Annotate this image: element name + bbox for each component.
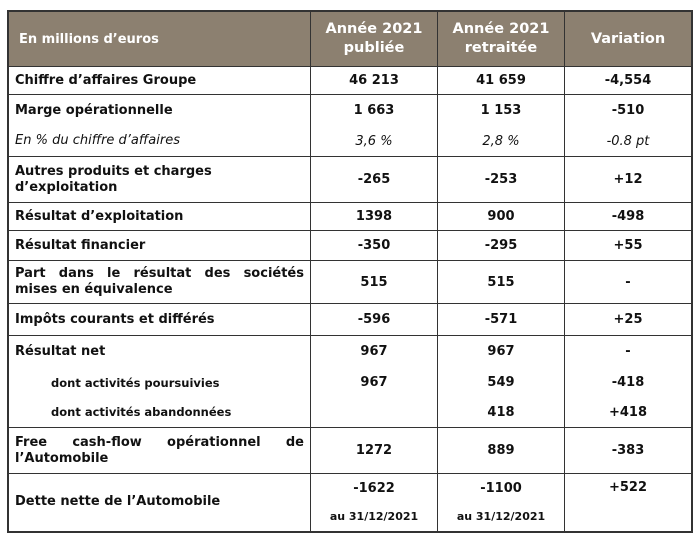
row-label: dont activités abandonnées bbox=[7, 397, 311, 428]
header-row: En millions d’euros Année 2021 publiée A… bbox=[7, 11, 693, 67]
variation-value: -383 bbox=[564, 427, 693, 474]
restated-date-note: au 31/12/2021 bbox=[456, 510, 546, 524]
restated-value: -295 bbox=[437, 230, 565, 261]
restated-value: 1 153 bbox=[437, 94, 565, 127]
variation-value: +522 bbox=[564, 473, 693, 532]
published-value: -265 bbox=[310, 156, 438, 203]
row-label: Résultat d’exploitation bbox=[7, 202, 311, 231]
restated-value: 515 bbox=[437, 260, 565, 304]
variation-value: +12 bbox=[564, 156, 693, 203]
row-label: En % du chiffre d’affaires bbox=[7, 126, 311, 157]
published-value: -1622 bbox=[353, 481, 395, 497]
published-value bbox=[310, 397, 438, 428]
row-label: Impôts courants et différés bbox=[7, 303, 311, 336]
table-row: dont activités poursuivies 967 549 -418 bbox=[7, 367, 693, 398]
variation-value: -498 bbox=[564, 202, 693, 231]
variation-value: +418 bbox=[564, 397, 693, 428]
table-row: Free cash-flow opérationnel de l’Automob… bbox=[7, 427, 693, 474]
published-value: 46 213 bbox=[310, 66, 438, 95]
table-row: Résultat d’exploitation 1398 900 -498 bbox=[7, 202, 693, 231]
restated-value: 41 659 bbox=[437, 66, 565, 95]
published-value: 967 bbox=[310, 367, 438, 398]
results-table: En millions d’euros Année 2021 publiée A… bbox=[7, 10, 693, 533]
published-value: -596 bbox=[310, 303, 438, 336]
variation-value: +25 bbox=[564, 303, 693, 336]
published-date-note: au 31/12/2021 bbox=[329, 510, 419, 524]
variation-value: -0.8 pt bbox=[564, 126, 693, 157]
row-label: Free cash-flow opérationnel de l’Automob… bbox=[7, 427, 311, 474]
header-variation: Variation bbox=[564, 11, 693, 67]
row-label: Autres produits et charges d’exploitatio… bbox=[7, 156, 311, 203]
table-row: Résultat financier -350 -295 +55 bbox=[7, 230, 693, 261]
published-value: 1272 bbox=[310, 427, 438, 474]
header-restated: Année 2021 retraitée bbox=[437, 11, 565, 67]
restated-value: 418 bbox=[437, 397, 565, 428]
table-row: Résultat net 967 967- bbox=[7, 335, 693, 368]
variation-value: -4,554 bbox=[564, 66, 693, 95]
variation-value: -510 bbox=[564, 94, 693, 127]
restated-value: 967 bbox=[437, 335, 565, 368]
published-value: 515 bbox=[310, 260, 438, 304]
restated-value: 900 bbox=[437, 202, 565, 231]
restated-value: -571 bbox=[437, 303, 565, 336]
header-label: En millions d’euros bbox=[7, 11, 311, 67]
variation-value: - bbox=[564, 335, 693, 368]
restated-cell: -1100 au 31/12/2021 bbox=[437, 473, 565, 532]
variation-value: - bbox=[564, 260, 693, 304]
row-label: Part dans le résultat des sociétés mises… bbox=[7, 260, 311, 304]
row-label: Résultat financier bbox=[7, 230, 311, 261]
published-value: 967 bbox=[310, 335, 438, 368]
row-label: Résultat net bbox=[7, 335, 311, 368]
row-label: dont activités poursuivies bbox=[7, 367, 311, 398]
table-row: Autres produits et charges d’exploitatio… bbox=[7, 156, 693, 203]
published-value: 1398 bbox=[310, 202, 438, 231]
restated-value: 549 bbox=[437, 367, 565, 398]
table-row: Chiffre d’affaires Groupe 46 213 41 659 -4,… bbox=[7, 66, 693, 95]
header-published: Année 2021 publiée bbox=[310, 11, 438, 67]
published-value: 3,6 % bbox=[310, 126, 438, 157]
published-value: 1 663 bbox=[310, 94, 438, 127]
variation-value: -418 bbox=[564, 367, 693, 398]
table-row: dont activités abandonnées 418 +418 bbox=[7, 397, 693, 428]
table-row: Marge opérationnelle 1 663 1 153 -510 bbox=[7, 94, 693, 127]
row-label: Chiffre d’affaires Groupe bbox=[7, 66, 311, 95]
published-cell: -1622 au 31/12/2021 bbox=[310, 473, 438, 532]
restated-value: 889 bbox=[437, 427, 565, 474]
table-row: En % du chiffre d’affaires 3,6 % 2,8 % -0.8… bbox=[7, 126, 693, 157]
row-label: Dette nette de l’Automobile bbox=[7, 473, 311, 532]
restated-value: -1100 bbox=[480, 481, 522, 497]
restated-value: 2,8 % bbox=[437, 126, 565, 157]
row-label: Marge opérationnelle bbox=[7, 94, 311, 127]
restated-value: -253 bbox=[437, 156, 565, 203]
table-row: Part dans le résultat des sociétés mises… bbox=[7, 260, 693, 304]
table-row: Impôts courants et différés -596 -571 +25 bbox=[7, 303, 693, 336]
table-row: Dette nette de l’Automobile -1622 au 31/1… bbox=[7, 473, 693, 532]
variation-value: +55 bbox=[564, 230, 693, 261]
published-value: -350 bbox=[310, 230, 438, 261]
